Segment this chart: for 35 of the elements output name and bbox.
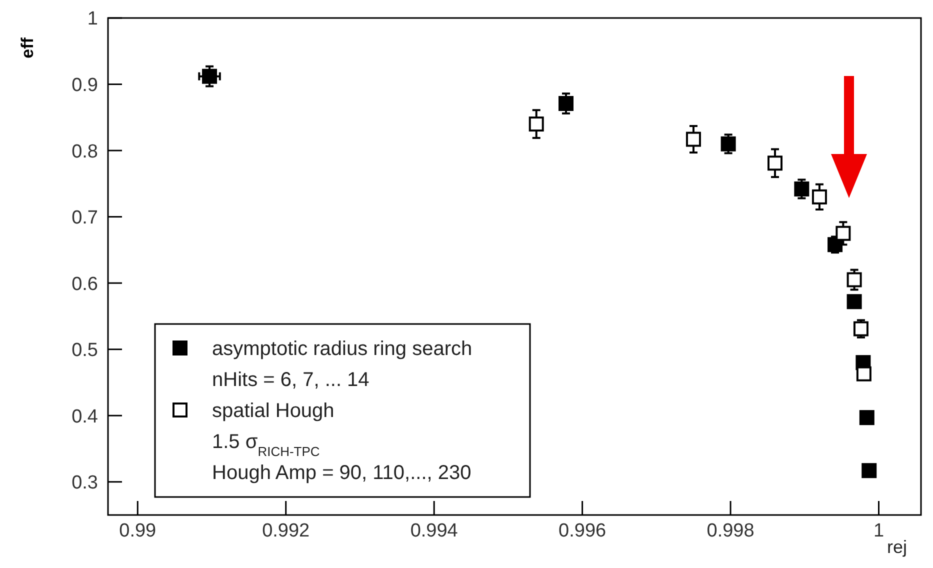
x-tick-label: 0.99 (119, 520, 156, 542)
point (558, 96, 574, 111)
point (686, 132, 701, 147)
point (856, 366, 872, 382)
point (528, 116, 544, 132)
x-tick-label: 0.998 (706, 520, 754, 542)
point (846, 294, 862, 310)
y-tick-label: 0.9 (72, 75, 98, 96)
x-tick-label: 0.996 (558, 520, 606, 542)
point (794, 181, 810, 196)
legend-label: asymptotic radius ring search (212, 338, 472, 360)
x-tick-label: 0.994 (410, 520, 458, 542)
point (812, 189, 827, 204)
y-tick-label: 0.7 (72, 208, 98, 229)
legend-label: spatial Hough (212, 400, 334, 422)
point (720, 136, 736, 152)
point (836, 226, 851, 241)
x-tick-label: 1 (873, 520, 884, 542)
y-tick-label: 0.8 (72, 141, 98, 162)
y-tick-label: 1 (87, 8, 98, 30)
annotation: 1.5 σ$_{RICH-TPC}$ (212, 431, 320, 458)
y-tick-label: 0.6 (72, 274, 98, 295)
point (862, 463, 877, 478)
point (768, 156, 782, 171)
x-tick-label: 0.992 (262, 520, 310, 542)
y-axis-title: eff (18, 37, 37, 58)
y-tick-label: 0.3 (72, 472, 98, 494)
y-tick-label: 0.5 (72, 340, 98, 362)
point (846, 272, 862, 288)
x-axis-title: rej (886, 537, 907, 557)
y-tick-label: 0.4 (72, 406, 98, 428)
annotation: Hough Amp = 90, 110,..., 230 (212, 462, 472, 484)
point (859, 410, 874, 426)
point (202, 68, 218, 84)
annotation: nHits = 6, 7, ... 14 (212, 369, 370, 391)
